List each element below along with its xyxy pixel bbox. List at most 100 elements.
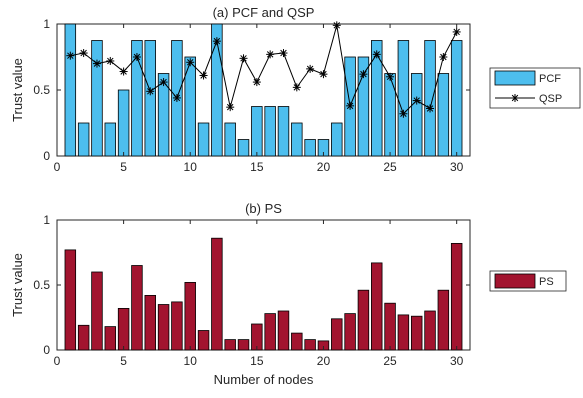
bar-pcf-28: [424, 40, 436, 157]
x-tick-label: 0: [54, 354, 61, 368]
x-tick-label: 15: [250, 354, 264, 368]
y-tick-label: 0.5: [33, 278, 50, 292]
point-qsp-4: [106, 56, 115, 65]
legend-label-ps: PS: [539, 276, 554, 288]
bar-ps-21: [331, 318, 343, 351]
bar-ps-11: [197, 330, 210, 351]
legend: PS: [489, 270, 567, 292]
bar-pcf-19: [304, 139, 316, 157]
bar-pcf-13: [224, 122, 236, 157]
point-qsp-16: [266, 50, 275, 59]
x-tick-label: 5: [120, 354, 127, 368]
bar-pcf-4: [104, 122, 117, 157]
bar-pcf-11: [197, 122, 210, 157]
point-qsp-28: [426, 104, 435, 113]
bar-ps-27: [410, 315, 423, 351]
point-qsp-10: [186, 58, 195, 67]
point-qsp-15: [252, 78, 261, 87]
x-tick-label: 15: [250, 160, 264, 174]
bar-ps-29: [437, 289, 450, 351]
bar-pcf-8: [157, 73, 170, 157]
x-tick-label: 30: [450, 354, 464, 368]
x-tick-label: 20: [317, 160, 331, 174]
bar-pcf-18: [291, 122, 303, 157]
x-tick-label: 25: [383, 160, 397, 174]
bar-ps-23: [357, 289, 370, 351]
bar-pcf-12: [211, 23, 223, 157]
bar-pcf-5: [117, 89, 130, 157]
bar-ps-1: [64, 249, 77, 351]
point-qsp-8: [159, 78, 168, 87]
point-qsp-11: [199, 71, 208, 80]
y-tick-label: 0.5: [33, 83, 50, 97]
bar-ps-8: [157, 304, 170, 351]
point-qsp-7: [146, 87, 155, 96]
x-tick-label: 20: [317, 354, 331, 368]
point-qsp-6: [132, 53, 141, 61]
x-tick-label: 5: [120, 160, 127, 174]
bar-ps-16: [264, 313, 276, 351]
bar-ps-3: [91, 271, 103, 351]
point-qsp-3: [92, 59, 101, 68]
bar-ps-28: [424, 310, 436, 351]
bar-ps-7: [144, 294, 156, 351]
bar-ps-6: [131, 265, 143, 351]
bar-ps-22: [344, 313, 356, 351]
bar-ps-17: [277, 310, 290, 351]
bar-pcf-3: [91, 40, 103, 157]
chart-title: (a) PCF and QSP: [213, 5, 315, 20]
x-tick-label: 30: [450, 160, 464, 174]
point-qsp-20: [319, 70, 328, 79]
x-tick-label: 25: [383, 354, 397, 368]
bar-pcf-29: [437, 73, 450, 157]
legend-label-qsp: QSP: [539, 93, 562, 105]
bar-ps-14: [237, 339, 250, 351]
legend-label-pcf: PCF: [539, 73, 561, 85]
point-qsp-30: [452, 27, 461, 36]
bar-ps-26: [397, 314, 410, 351]
bar-pcf-1: [64, 23, 77, 157]
bar-pcf-15: [251, 106, 263, 157]
point-qsp-13: [226, 103, 235, 112]
y-tick-label: 1: [43, 17, 50, 31]
legend-marker-qsp: [511, 94, 519, 102]
bar-ps-9: [171, 301, 183, 351]
bar-ps-25: [384, 302, 396, 351]
bar-pcf-23: [357, 56, 370, 157]
bar-pcf-26: [397, 40, 410, 157]
bar-ps-10: [184, 281, 196, 351]
bar-pcf-27: [410, 73, 423, 157]
bar-pcf-7: [144, 40, 156, 157]
point-qsp-22: [346, 101, 355, 110]
legend-swatch-pcf: [494, 70, 536, 86]
point-qsp-24: [372, 50, 381, 59]
bar-ps-4: [104, 326, 117, 351]
bar-pcf-2: [77, 122, 90, 157]
y-tick-label: 0: [43, 343, 50, 357]
bar-pcf-21: [331, 122, 343, 157]
point-qsp-29: [439, 53, 448, 61]
bar-ps-30: [450, 242, 463, 351]
point-qsp-1: [66, 51, 75, 60]
chart-title: (b) PS: [245, 201, 282, 216]
x-axis-label: Number of nodes: [214, 372, 314, 387]
x-tick-label: 0: [54, 160, 61, 174]
point-qsp-25: [386, 72, 395, 81]
point-qsp-26: [399, 109, 408, 118]
point-qsp-23: [359, 70, 368, 79]
y-tick-label: 1: [43, 213, 50, 227]
point-qsp-5: [119, 67, 128, 76]
bar-pcf-14: [237, 139, 250, 157]
bar-pcf-30: [450, 40, 463, 157]
point-qsp-17: [279, 49, 288, 58]
bar-ps-5: [117, 307, 130, 351]
x-tick-label: 10: [184, 354, 198, 368]
bar-ps-19: [304, 339, 316, 351]
bar-ps-12: [211, 237, 223, 351]
point-qsp-21: [332, 21, 341, 30]
legend-swatch-ps: [494, 273, 536, 289]
point-qsp-14: [239, 54, 248, 63]
x-tick-label: 10: [184, 160, 198, 174]
bar-ps-24: [371, 262, 383, 351]
